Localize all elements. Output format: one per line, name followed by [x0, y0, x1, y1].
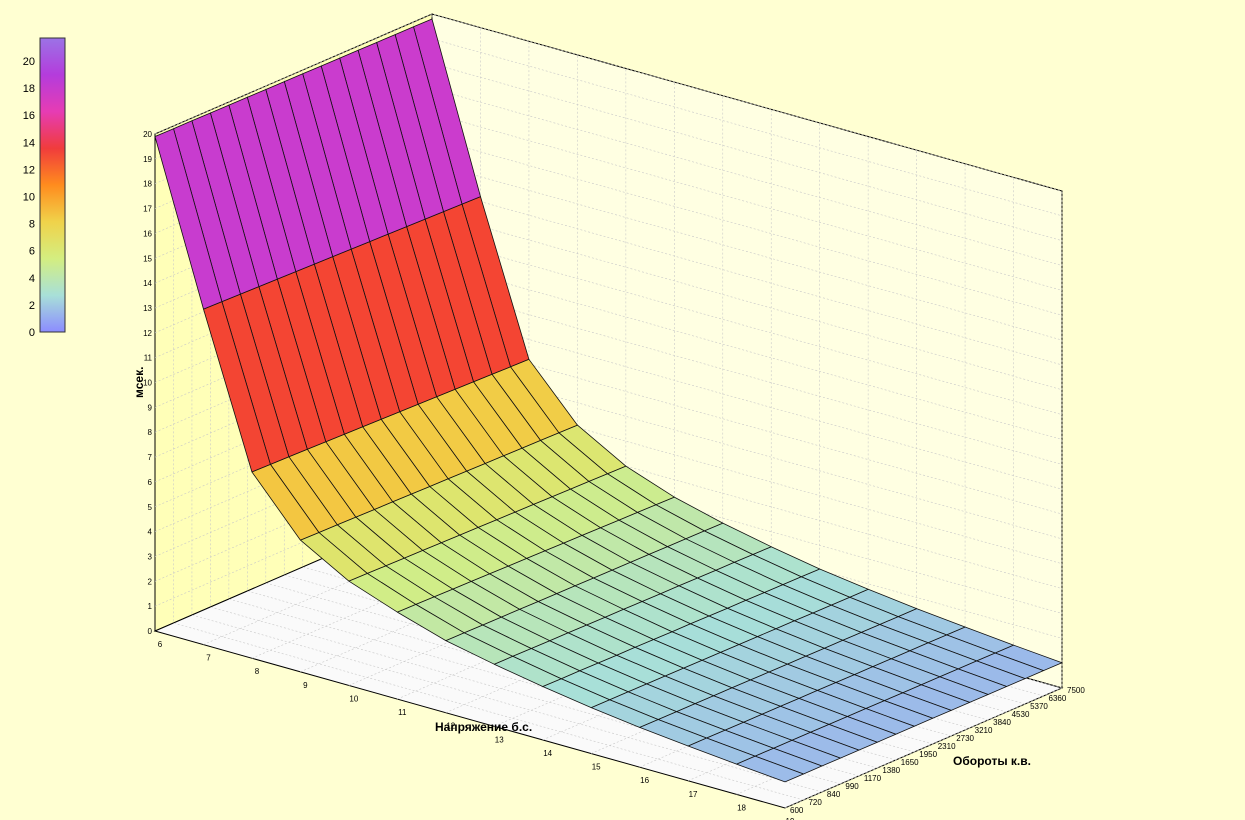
- grid-line: [191, 118, 823, 793]
- surface-mesh: [154, 18, 1063, 783]
- y-tick-label: 2730: [956, 734, 974, 743]
- z-tick-label: 11: [144, 354, 153, 363]
- z-tick-label: 20: [143, 130, 152, 139]
- z-tick-label: 15: [143, 254, 152, 263]
- colorbar-tick-label: 14: [23, 137, 35, 149]
- y-tick-label: 6360: [1049, 694, 1067, 703]
- x-tick-label: 8: [255, 667, 260, 676]
- colorbar-tick-label: 8: [29, 219, 35, 231]
- grid-line: [154, 13, 1063, 192]
- y-tick-label: 1380: [882, 766, 900, 775]
- x-tick-label: 15: [592, 763, 601, 772]
- grid-line: [173, 126, 804, 801]
- y-tick-label: 1170: [864, 774, 882, 783]
- z-tick-label: 12: [143, 329, 152, 338]
- z-tick-label: 3: [148, 552, 153, 561]
- colorbar-tick-label: 2: [29, 300, 35, 312]
- x-tick-label: 17: [689, 790, 698, 799]
- x-tick-label: 6: [158, 640, 163, 649]
- z-tick-label: 14: [143, 279, 152, 288]
- z-tick-label: 8: [148, 428, 153, 437]
- z-tick-label: 7: [148, 453, 153, 462]
- colorbar-legend: 0 2 4 6 8 10 12 14 16 18 20: [23, 37, 66, 339]
- colorbar-tick-label: 4: [29, 273, 35, 285]
- y-tick-label: 3840: [993, 718, 1011, 727]
- surface-cell: [154, 128, 223, 310]
- x-tick-label: 19: [786, 817, 795, 820]
- x-tick-label: 11: [398, 708, 407, 717]
- z-tick-label: 13: [143, 304, 152, 313]
- y-tick-label: 1650: [901, 758, 919, 767]
- z-tick-label: 10: [143, 379, 152, 388]
- y-tick-label: 2310: [938, 742, 956, 751]
- z-tick-label: 18: [143, 180, 152, 189]
- z-tick-label: 6: [148, 478, 153, 487]
- y-tick-label: 840: [827, 790, 841, 799]
- x-tick-label: 14: [543, 749, 552, 758]
- y-tick-label: 4530: [1012, 710, 1030, 719]
- y-tick-label: 1950: [919, 750, 937, 759]
- x-tick-label: 10: [349, 694, 358, 703]
- z-tick-label: 9: [148, 403, 153, 412]
- z-tick-label: 19: [143, 155, 152, 164]
- z-axis-label: мсек.: [132, 367, 146, 398]
- axis-ticks: 0123456789101112131415161718192067891011…: [143, 130, 1085, 820]
- z-tick-label: 16: [143, 229, 152, 238]
- x-tick-label: 12: [446, 722, 455, 731]
- z-tick-label: 17: [143, 205, 152, 214]
- y-tick-label: 600: [790, 806, 804, 815]
- y-tick-label: 720: [808, 798, 822, 807]
- y-tick-label: 5370: [1030, 702, 1048, 711]
- colorbar-tick-label: 16: [23, 110, 35, 122]
- colorbar-tick-label: 12: [23, 164, 35, 176]
- y-axis-label: Обороты к.в.: [953, 754, 1031, 768]
- colorbar-gradient: [39, 37, 66, 333]
- colorbar-tick-label: 6: [29, 246, 35, 258]
- colorbar-tick-label: 10: [23, 192, 35, 204]
- y-tick-label: 7500: [1067, 686, 1085, 695]
- z-tick-label: 5: [148, 503, 153, 512]
- x-tick-label: 9: [303, 681, 308, 690]
- z-tick-label: 0: [148, 627, 153, 636]
- colorbar-tick-label: 20: [23, 56, 35, 68]
- colorbar-tick-label: 0: [29, 327, 35, 339]
- x-tick-label: 16: [640, 776, 649, 785]
- y-tick-label: 990: [845, 782, 859, 791]
- colorbar-tick-label: 18: [23, 83, 35, 95]
- x-tick-label: 18: [737, 803, 746, 812]
- x-tick-label: 7: [206, 654, 211, 663]
- x-axis-label: Напряжение б.с.: [435, 720, 532, 734]
- x-tick-label: 13: [495, 735, 504, 744]
- z-tick-label: 4: [148, 528, 153, 537]
- y-tick-label: 3210: [975, 726, 993, 735]
- z-tick-label: 2: [148, 577, 153, 586]
- z-tick-label: 1: [148, 602, 153, 611]
